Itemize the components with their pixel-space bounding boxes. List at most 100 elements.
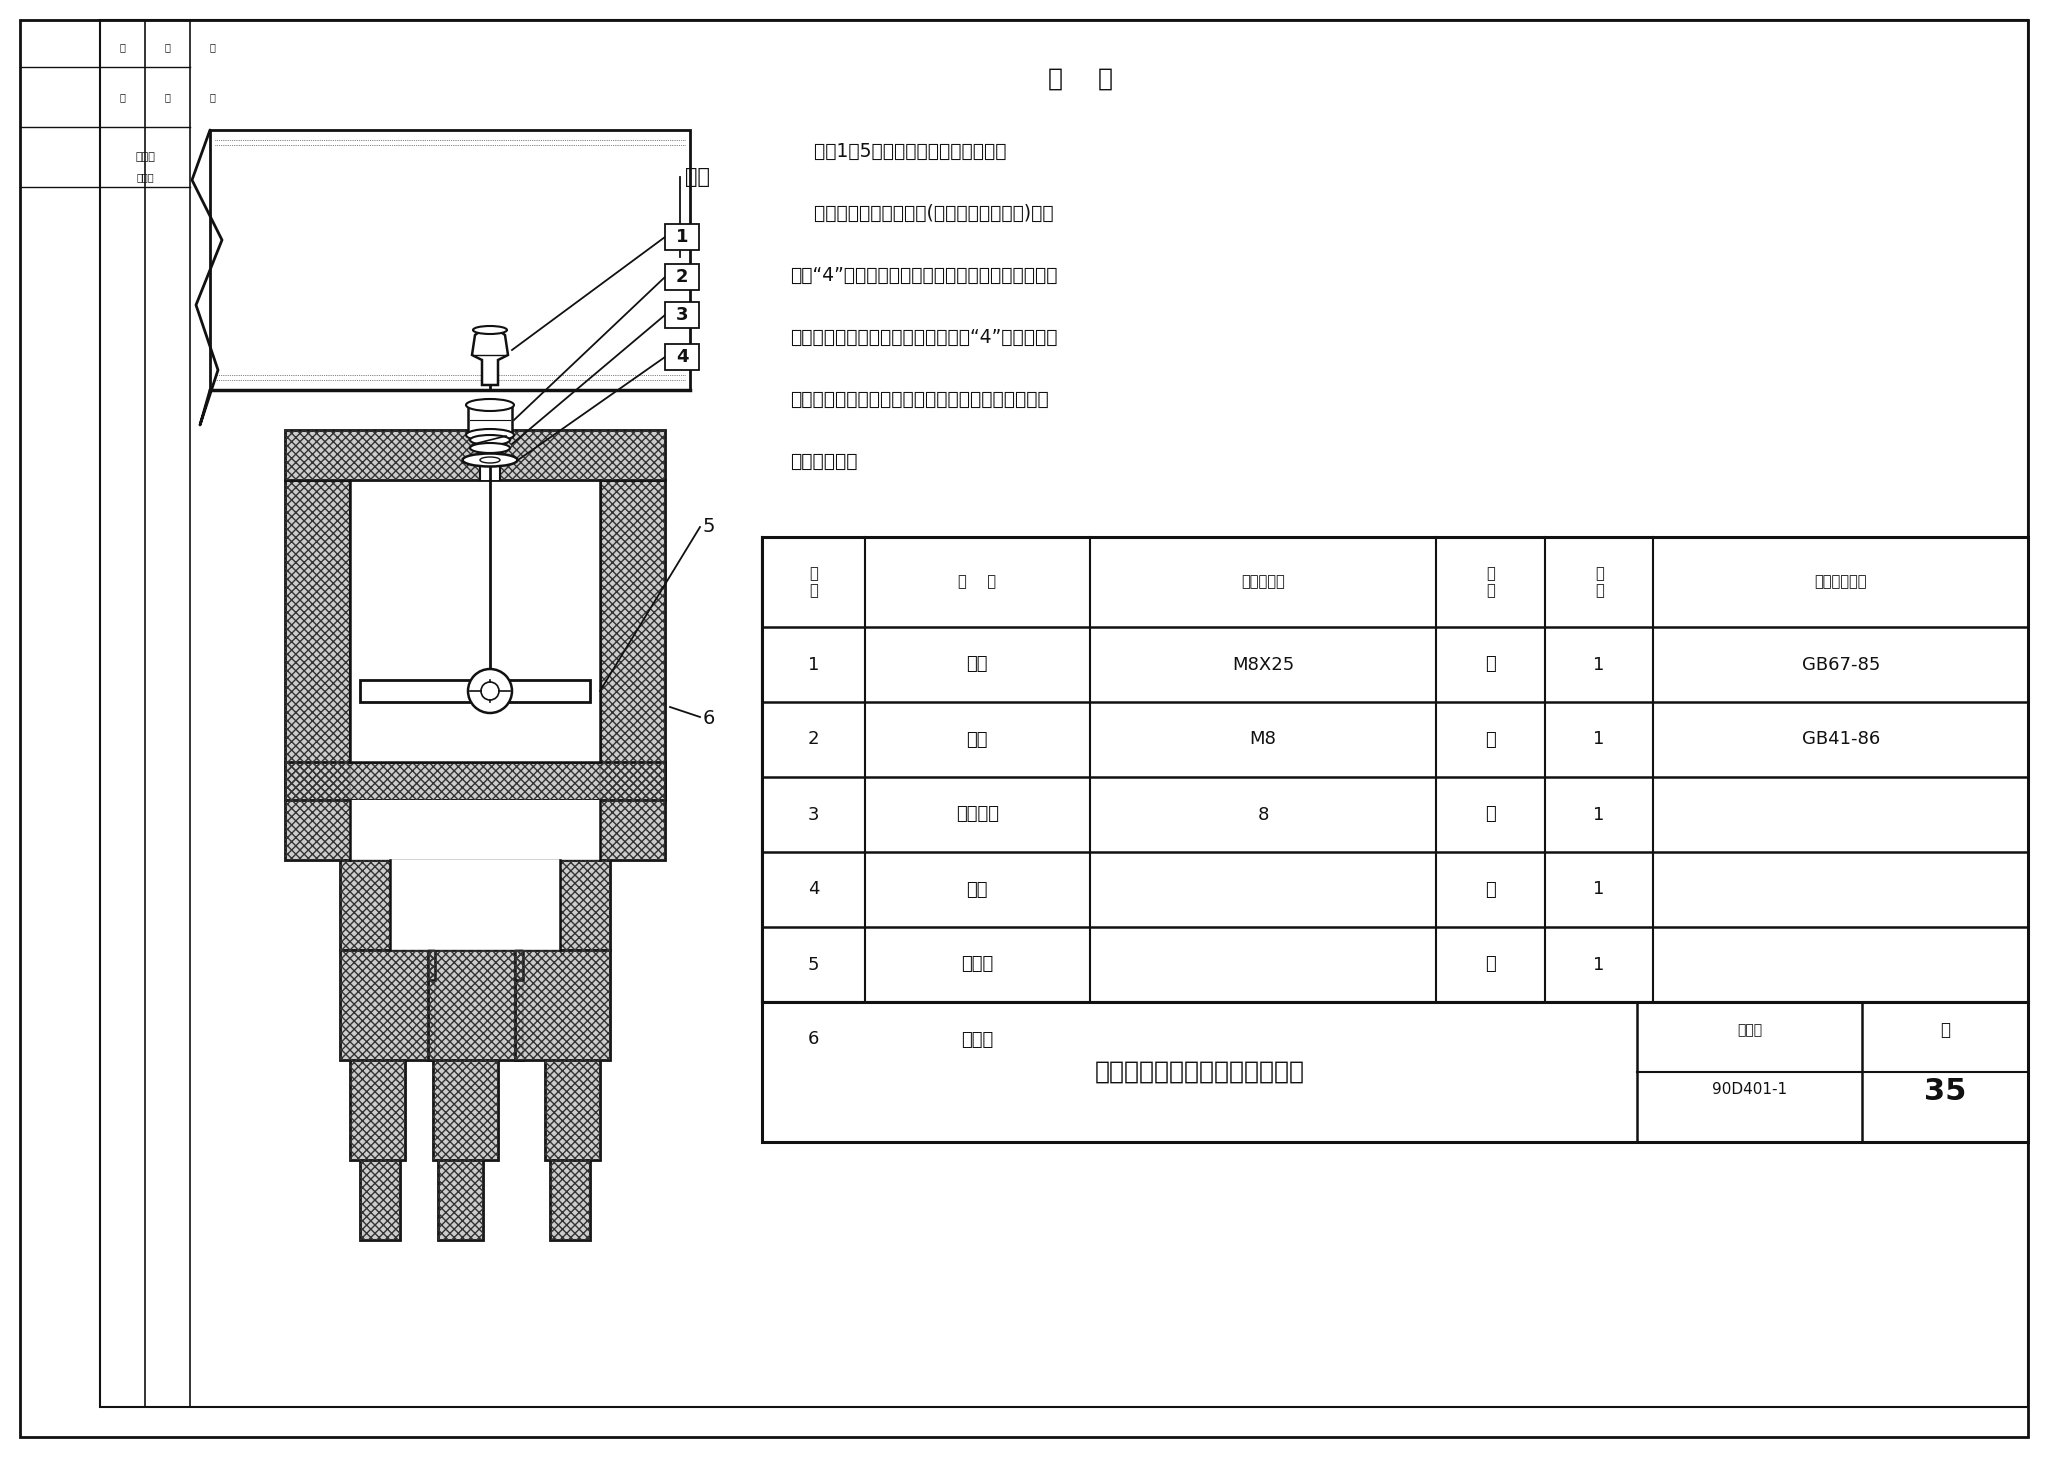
Text: 滑触线定位；一般的吸挂点应加坠圈“4”，使塑料槽: 滑触线定位；一般的吸挂点应加坠圈“4”，使塑料槽	[791, 328, 1057, 347]
Text: 画: 画	[209, 92, 215, 102]
Bar	[666, 302, 698, 328]
Text: 个: 个	[1485, 880, 1495, 899]
Text: 单
位: 单 位	[1487, 565, 1495, 599]
Text: 4: 4	[807, 880, 819, 899]
Text: 能在吸挂片与支架间滑动，以避免温度变化时滑触线: 能在吸挂片与支架间滑动，以避免温度变化时滑触线	[791, 390, 1049, 409]
Text: GB67-85: GB67-85	[1802, 656, 1880, 673]
Bar	[428, 950, 522, 1061]
Bar	[545, 1061, 600, 1160]
Text: 2: 2	[676, 268, 688, 286]
Text: 名    称: 名 称	[958, 574, 997, 590]
Bar	[340, 950, 434, 1061]
Ellipse shape	[473, 326, 508, 334]
Bar	[514, 950, 522, 981]
Circle shape	[469, 669, 512, 712]
Text: 密: 密	[164, 92, 170, 102]
Bar	[479, 430, 500, 479]
Text: 8: 8	[1257, 806, 1268, 823]
Bar	[432, 1061, 498, 1160]
Text: 说    明: 说 明	[1047, 67, 1112, 90]
Bar	[360, 680, 590, 702]
Bar	[350, 1061, 406, 1160]
Bar	[545, 1061, 600, 1160]
Text: 4: 4	[676, 348, 688, 366]
Bar	[438, 1160, 483, 1240]
Polygon shape	[471, 329, 508, 385]
Text: 个: 个	[1485, 956, 1495, 973]
Bar	[340, 860, 610, 950]
Text: 策: 策	[119, 92, 125, 102]
Ellipse shape	[467, 399, 514, 411]
Text: 图: 图	[209, 42, 215, 52]
Text: 2: 2	[807, 730, 819, 749]
Text: M8: M8	[1249, 730, 1276, 749]
Text: 多线式安全滑触线在支架上安装: 多线式安全滑触线在支架上安装	[1094, 1061, 1305, 1084]
Bar	[360, 1160, 399, 1240]
Bar	[389, 860, 559, 950]
Ellipse shape	[463, 453, 518, 466]
Bar	[551, 1160, 590, 1240]
Circle shape	[481, 682, 500, 699]
Text: 坠圈“4”，将滑触线的塑料槽紧固在支架上，以便将: 坠圈“4”，将滑触线的塑料槽紧固在支架上，以便将	[791, 267, 1057, 286]
Text: 1: 1	[1593, 956, 1606, 973]
Text: 螺母: 螺母	[967, 730, 987, 749]
Text: 去: 去	[164, 42, 170, 52]
Text: 策密画: 策密画	[135, 172, 154, 182]
Text: 弹簧坠圈: 弹簧坠圈	[956, 806, 999, 823]
Text: 90D401-1: 90D401-1	[1712, 1083, 1788, 1097]
Text: 吸挂片: 吸挂片	[961, 956, 993, 973]
Bar	[285, 762, 666, 800]
Ellipse shape	[469, 436, 510, 444]
Text: 个: 个	[1485, 806, 1495, 823]
Bar	[432, 1061, 498, 1160]
Text: 编
号: 编 号	[809, 565, 817, 599]
Bar	[762, 1002, 2028, 1142]
Bar	[762, 538, 2028, 1002]
Bar	[428, 950, 434, 981]
Text: 3: 3	[676, 306, 688, 323]
Text: 安装时，固定的吸挂点(位于滑触线的中部)不加: 安装时，固定的吸挂点(位于滑触线的中部)不加	[791, 204, 1053, 223]
Bar	[340, 860, 610, 950]
Bar	[285, 479, 350, 800]
Bar	[360, 1160, 399, 1240]
Text: 35: 35	[1923, 1078, 1966, 1106]
Bar	[350, 479, 600, 762]
Text: 图中1至5号件组成专用的吸挂螺钉。: 图中1至5号件组成专用的吸挂螺钉。	[791, 141, 1006, 162]
Text: 1: 1	[1593, 880, 1606, 899]
Bar	[514, 950, 610, 1061]
Ellipse shape	[479, 457, 500, 463]
Bar	[666, 344, 698, 370]
Text: M8X25: M8X25	[1231, 656, 1294, 673]
Text: 图集号: 图集号	[1737, 1023, 1761, 1037]
Bar	[600, 479, 666, 800]
Bar	[340, 950, 434, 1061]
Bar	[285, 430, 666, 479]
Bar	[285, 430, 666, 479]
Ellipse shape	[469, 443, 510, 453]
Bar	[438, 1160, 483, 1240]
Bar	[514, 950, 522, 981]
Bar	[285, 762, 666, 800]
Bar	[350, 800, 600, 860]
Bar	[285, 800, 666, 860]
Bar	[350, 1061, 406, 1160]
Text: 图号或标准号: 图号或标准号	[1815, 574, 1868, 590]
Ellipse shape	[467, 428, 514, 441]
Text: 政: 政	[119, 42, 125, 52]
Text: 塑料槽: 塑料槽	[961, 1030, 993, 1049]
Text: 3: 3	[807, 806, 819, 823]
Bar	[469, 405, 512, 436]
Bar	[428, 950, 522, 1061]
Bar	[600, 479, 666, 800]
Text: 政去图: 政去图	[135, 152, 156, 162]
Text: 坠圈: 坠圈	[967, 880, 987, 899]
Text: 1: 1	[676, 227, 688, 246]
Text: 个: 个	[1485, 656, 1495, 673]
Bar	[666, 224, 698, 251]
Text: 页: 页	[1939, 1021, 1950, 1039]
Bar	[285, 479, 350, 800]
Bar	[285, 800, 666, 860]
Text: 个: 个	[1485, 730, 1495, 749]
Text: 螺钉: 螺钉	[967, 656, 987, 673]
Text: 的弯曲变形。: 的弯曲变形。	[791, 452, 858, 471]
